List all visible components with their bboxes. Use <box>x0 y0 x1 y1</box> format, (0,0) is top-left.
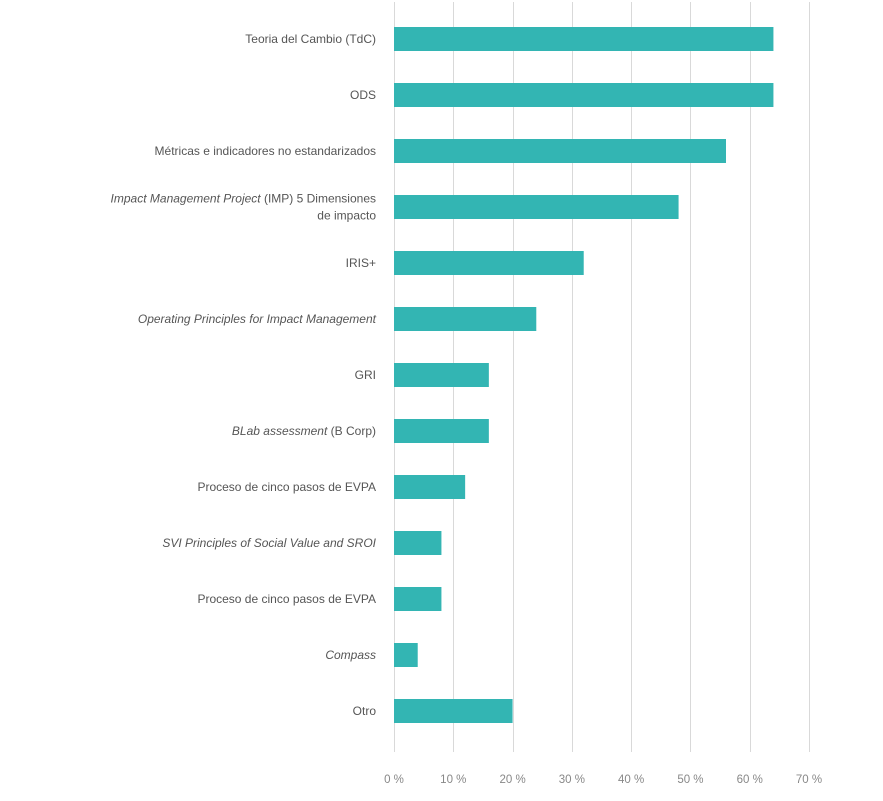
category-label-text: Teoria del Cambio (TdC) <box>245 32 376 46</box>
bars <box>394 27 774 723</box>
bar <box>394 531 442 555</box>
category-label-text: Impact Management Project <box>111 192 262 206</box>
category-label-text: (IMP) 5 Dimensiones <box>261 192 376 206</box>
category-label: IRIS+ <box>346 256 376 270</box>
category-label-text: IRIS+ <box>346 256 376 270</box>
bar <box>394 475 466 499</box>
category-label: Métricas e indicadores no estandarizados <box>155 144 376 158</box>
x-tick-label: 0 % <box>384 774 404 786</box>
x-tick-label: 10 % <box>440 774 466 786</box>
category-label-text: de impacto <box>317 209 376 223</box>
category-label-text: GRI <box>355 368 376 382</box>
x-tick-label: 40 % <box>618 774 644 786</box>
category-label-text: BLab assessment <box>232 424 328 438</box>
category-label: Compass <box>325 648 376 662</box>
bar <box>394 27 774 51</box>
category-label-text: Otro <box>353 704 377 718</box>
category-label: GRI <box>355 368 376 382</box>
x-tick-label: 50 % <box>677 774 703 786</box>
x-tick-label: 20 % <box>499 774 525 786</box>
category-label: BLab assessment (B Corp) <box>232 424 376 438</box>
bar <box>394 363 489 387</box>
x-tick-label: 70 % <box>796 774 822 786</box>
category-label: Impact Management Project (IMP) 5 Dimens… <box>111 192 377 223</box>
category-label-text: (B Corp) <box>327 424 376 438</box>
bar <box>394 587 442 611</box>
bar <box>394 419 489 443</box>
category-labels: Teoria del Cambio (TdC) ODS Métricas e ind… <box>111 32 377 718</box>
category-label-text: Proceso de cinco pasos de EVPA <box>197 480 376 494</box>
category-label-text: Compass <box>325 648 376 662</box>
category-label-text: SVI Principles of Social Value and SROI <box>162 536 376 550</box>
bar <box>394 251 584 275</box>
category-label-text: Operating Principles for Impact Manageme… <box>138 312 377 326</box>
category-label-text: Proceso de cinco pasos de EVPA <box>197 592 376 606</box>
category-label: SVI Principles of Social Value and SROI <box>162 536 376 550</box>
bar <box>394 139 726 163</box>
category-label: Proceso de cinco pasos de EVPA <box>197 480 376 494</box>
category-label: Otro <box>353 704 377 718</box>
bar <box>394 699 513 723</box>
x-axis-ticks: 0 % 10 % 20 % 30 % 40 % 50 % 60 % 70 % <box>384 774 822 786</box>
category-label-text: Métricas e indicadores no estandarizados <box>155 144 376 158</box>
category-label: ODS <box>350 88 376 102</box>
category-label: Operating Principles for Impact Manageme… <box>138 312 377 326</box>
bar <box>394 643 418 667</box>
bar <box>394 83 774 107</box>
category-label-text: ODS <box>350 88 376 102</box>
x-tick-label: 30 % <box>559 774 585 786</box>
category-label: Teoria del Cambio (TdC) <box>245 32 376 46</box>
gridlines <box>394 2 810 752</box>
bar <box>394 195 679 219</box>
x-tick-label: 60 % <box>737 774 763 786</box>
bar <box>394 307 537 331</box>
category-label: Proceso de cinco pasos de EVPA <box>197 592 376 606</box>
